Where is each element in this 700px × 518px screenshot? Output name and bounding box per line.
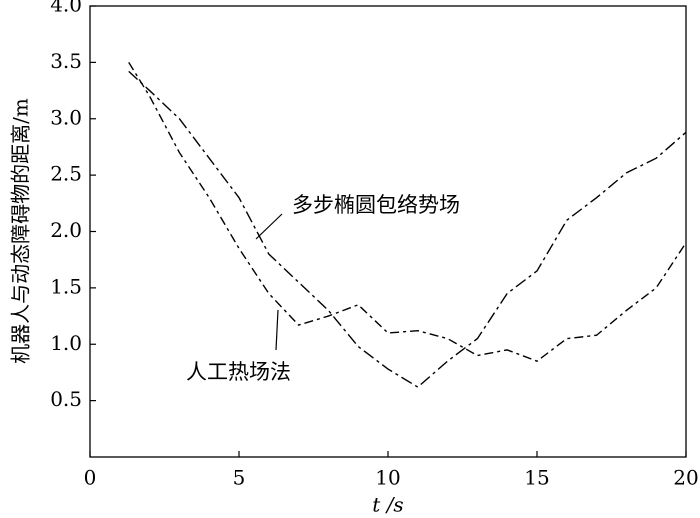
y-tick-label: 2.5 — [50, 162, 82, 186]
x-tick-label: 10 — [375, 466, 400, 490]
y-tick-label: 2.0 — [50, 218, 82, 242]
series-line — [128, 70, 687, 388]
x-tick-label: 5 — [233, 466, 246, 490]
y-tick-label: 3.0 — [50, 105, 82, 129]
series-label: 人工热场法 — [186, 360, 291, 384]
annotation-leader — [275, 309, 279, 351]
plot-frame — [89, 5, 687, 458]
x-tick-label: 15 — [524, 466, 549, 490]
x-axis-label: t /s — [372, 493, 403, 517]
y-tick-label: 1.5 — [50, 274, 82, 298]
y-tick-label: 1.0 — [50, 331, 82, 355]
series-line — [128, 62, 687, 362]
series-label: 多步椭圆包络势场 — [292, 193, 460, 217]
annotation-leader — [255, 213, 283, 240]
x-tick-label: 20 — [673, 466, 698, 490]
x-tick-label: 0 — [84, 466, 97, 490]
y-tick-label: 4.0 — [50, 0, 82, 17]
y-axis-label: 机器人与动态障碍物的距离/m — [9, 98, 33, 364]
y-tick-label: 0.5 — [50, 387, 82, 411]
y-tick-label: 3.5 — [50, 49, 82, 73]
